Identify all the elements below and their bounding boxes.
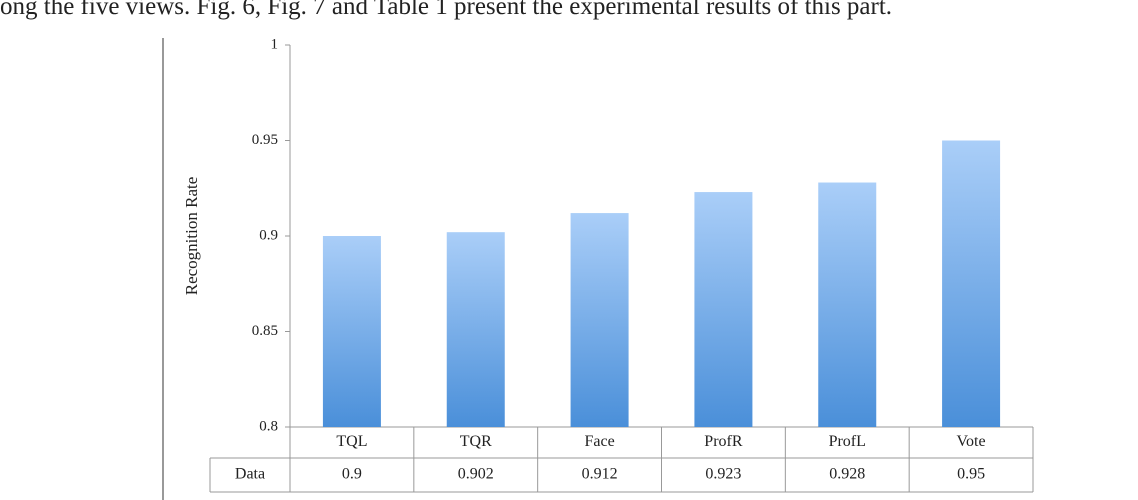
table-value: 0.9 (342, 466, 362, 483)
table-value: 0.923 (705, 466, 741, 483)
bar (570, 213, 629, 427)
x-tick-label: ProfR (704, 433, 743, 450)
intro-text: ong the five views. Fig. 6, Fig. 7 and T… (0, 0, 892, 20)
bar (694, 192, 753, 427)
x-tick-label: Vote (957, 433, 986, 450)
bar (942, 140, 1001, 427)
x-tick-label: ProfL (829, 433, 866, 450)
y-axis-label: Recognition Rate (182, 177, 201, 296)
table-series-name: Data (235, 466, 265, 483)
table-value: 0.902 (458, 466, 494, 483)
x-tick-label: Face (584, 433, 614, 450)
y-tick-label: 0.95 (252, 132, 278, 148)
bar (446, 232, 505, 427)
x-tick-label: TQL (336, 433, 367, 450)
table-value: 0.95 (957, 466, 985, 483)
table-value: 0.912 (582, 466, 618, 483)
table-value: 0.928 (829, 466, 865, 483)
y-tick-label: 0.85 (252, 323, 278, 339)
y-tick-label: 0.8 (259, 418, 278, 434)
y-tick-label: 1 (271, 36, 279, 52)
bar (322, 236, 381, 427)
bar (818, 182, 877, 427)
x-tick-label: TQR (460, 433, 492, 450)
y-tick-label: 0.9 (259, 227, 278, 243)
